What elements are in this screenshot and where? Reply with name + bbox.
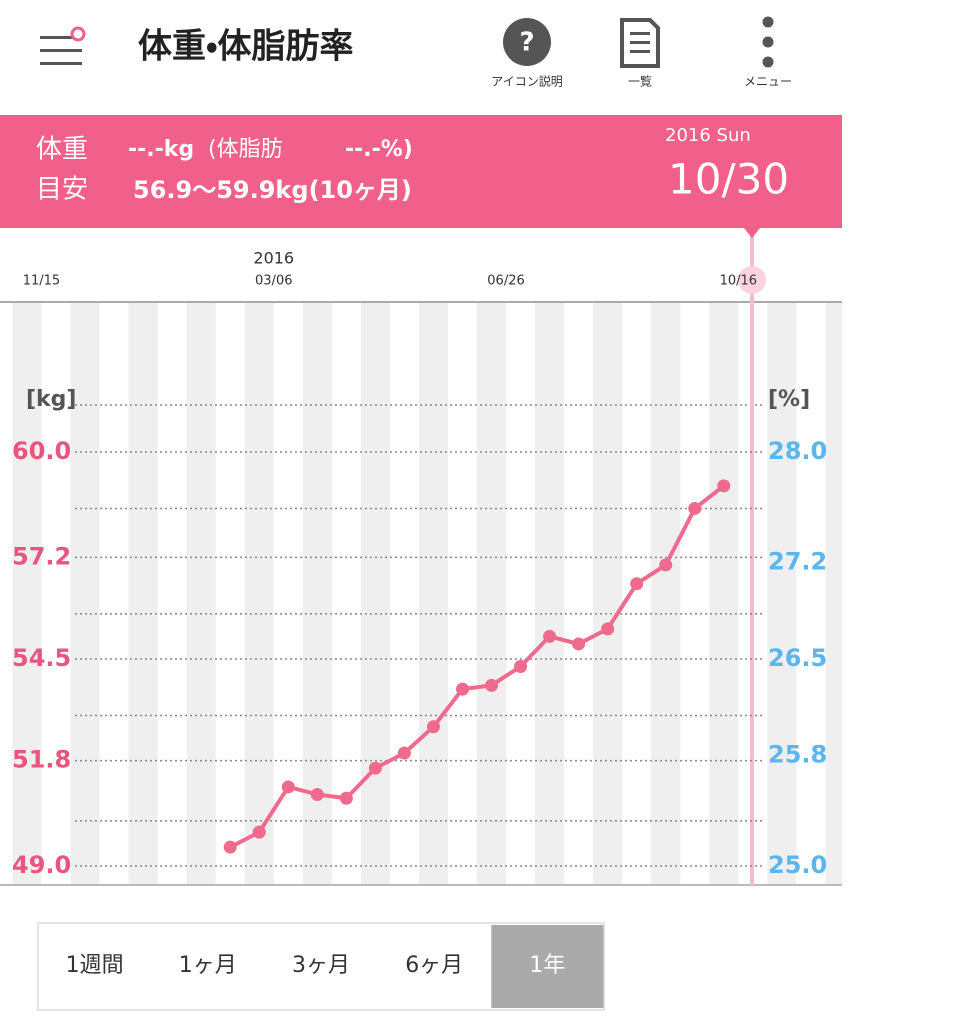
week-stripe: [476, 303, 507, 884]
x-year-label: 2016: [253, 249, 294, 268]
list-icon[interactable]: 一覧: [620, 18, 660, 89]
target-value: 56.9〜59.9kg(10ヶ月): [133, 176, 412, 204]
x-tick-label: 11/15: [23, 274, 60, 289]
y-tick-label: 54.5: [12, 644, 71, 672]
range-tab-selected: [491, 925, 604, 1008]
range-tab[interactable]: 1週間: [66, 953, 124, 978]
y2-tick-label: 26.5: [768, 644, 827, 672]
weight-point: [339, 791, 353, 805]
summary-banner: [0, 115, 842, 228]
icon-label: 一覧: [628, 75, 652, 89]
app-bar: [0, 0, 842, 115]
menu-dot: [762, 56, 774, 68]
week-stripe: [244, 303, 274, 884]
weight-point: [397, 746, 411, 760]
range-tab[interactable]: 3ヶ月: [292, 953, 350, 978]
range-tab[interactable]: 1ヶ月: [179, 953, 237, 978]
help-circle: [503, 18, 551, 66]
weight-point: [717, 479, 731, 493]
weight-point: [601, 622, 615, 636]
week-stripe: [767, 303, 797, 884]
week-stripes: [12, 303, 842, 884]
selected-date: 10/30: [668, 155, 789, 204]
x-tick-label: 10/16: [720, 274, 757, 289]
help-glyph: ?: [519, 28, 534, 58]
weight-point: [426, 720, 440, 734]
weight-label: 体重: [36, 135, 88, 165]
weight-value: --.-kg: [128, 137, 194, 162]
week-stripe: [302, 303, 332, 884]
help-icon[interactable]: ? アイコン説明: [491, 18, 563, 89]
week-stripe: [12, 303, 42, 884]
range-tab-label: 1ヶ月: [179, 953, 237, 978]
week-stripe: [535, 303, 565, 884]
menu-dot: [762, 36, 774, 48]
range-tab-label: 6ヶ月: [405, 953, 463, 978]
y2-tick-label: 27.2: [768, 547, 827, 575]
cursor-knob: [738, 266, 766, 294]
y-tick-label: 60.0: [12, 437, 71, 465]
cursor-pointer: [744, 228, 760, 238]
y-tick-label: 51.8: [12, 746, 71, 774]
date-year-day: 2016 Sun: [665, 125, 751, 146]
icon-label: メニュー: [744, 75, 792, 89]
y2-tick-label: 25.0: [768, 851, 827, 879]
y-axis-unit: [kg]: [26, 387, 77, 412]
week-stripe: [418, 303, 448, 884]
weight-point: [630, 577, 644, 591]
menu-dot: [762, 16, 774, 28]
week-stripe: [825, 303, 842, 884]
icon-label: アイコン説明: [491, 74, 562, 89]
y-tick-label: 57.2: [12, 542, 71, 570]
week-stripe: [70, 303, 100, 884]
week-stripe: [128, 303, 158, 884]
menu-line: [40, 62, 82, 65]
weight-point: [688, 501, 702, 515]
weight-point: [455, 682, 469, 696]
overflow-menu[interactable]: メニュー: [744, 16, 792, 89]
menu-line: [40, 36, 82, 39]
notify-dot: [70, 26, 86, 42]
target-label: 目安: [36, 175, 88, 205]
week-stripe: [593, 303, 623, 884]
weight-point: [572, 637, 586, 651]
weight-point: [368, 761, 382, 775]
list-doc: [620, 18, 660, 68]
list-row: [630, 32, 650, 35]
weight-point: [281, 780, 295, 794]
list-row: [630, 50, 650, 53]
fat-value: --.-%): [345, 137, 413, 162]
app-title: 体重・体脂肪率: [138, 27, 354, 67]
list-row: [630, 41, 650, 44]
week-stripe: [186, 303, 216, 884]
range-tab-label: 1週間: [66, 953, 124, 978]
weight-point: [252, 825, 266, 839]
week-stripe: [651, 303, 681, 884]
y2-axis-unit: [%]: [768, 387, 810, 412]
range-tab-label: 1年: [529, 953, 565, 978]
weight-point: [310, 787, 324, 801]
x-tick-label: 03/06: [255, 274, 292, 289]
range-tab[interactable]: 6ヶ月: [405, 953, 463, 978]
weight-point: [659, 558, 673, 572]
fat-label: (体脂肪: [208, 137, 283, 162]
weight-point: [223, 840, 237, 854]
y-tick-label: 49.0: [12, 851, 71, 879]
y2-tick-label: 25.8: [768, 741, 827, 769]
x-tick-label: 06/26: [487, 274, 524, 289]
week-stripe: [360, 303, 390, 884]
range-tab[interactable]: 1年: [491, 925, 604, 1008]
y2-tick-label: 28.0: [768, 437, 827, 465]
menu-button[interactable]: [40, 26, 86, 65]
menu-line: [40, 49, 82, 52]
x-axis-band: [0, 228, 842, 302]
weight-point: [543, 629, 557, 643]
weight-point: [485, 678, 499, 692]
week-stripe: [709, 303, 739, 884]
range-tab-label: 3ヶ月: [292, 953, 350, 978]
weight-point: [514, 660, 528, 674]
